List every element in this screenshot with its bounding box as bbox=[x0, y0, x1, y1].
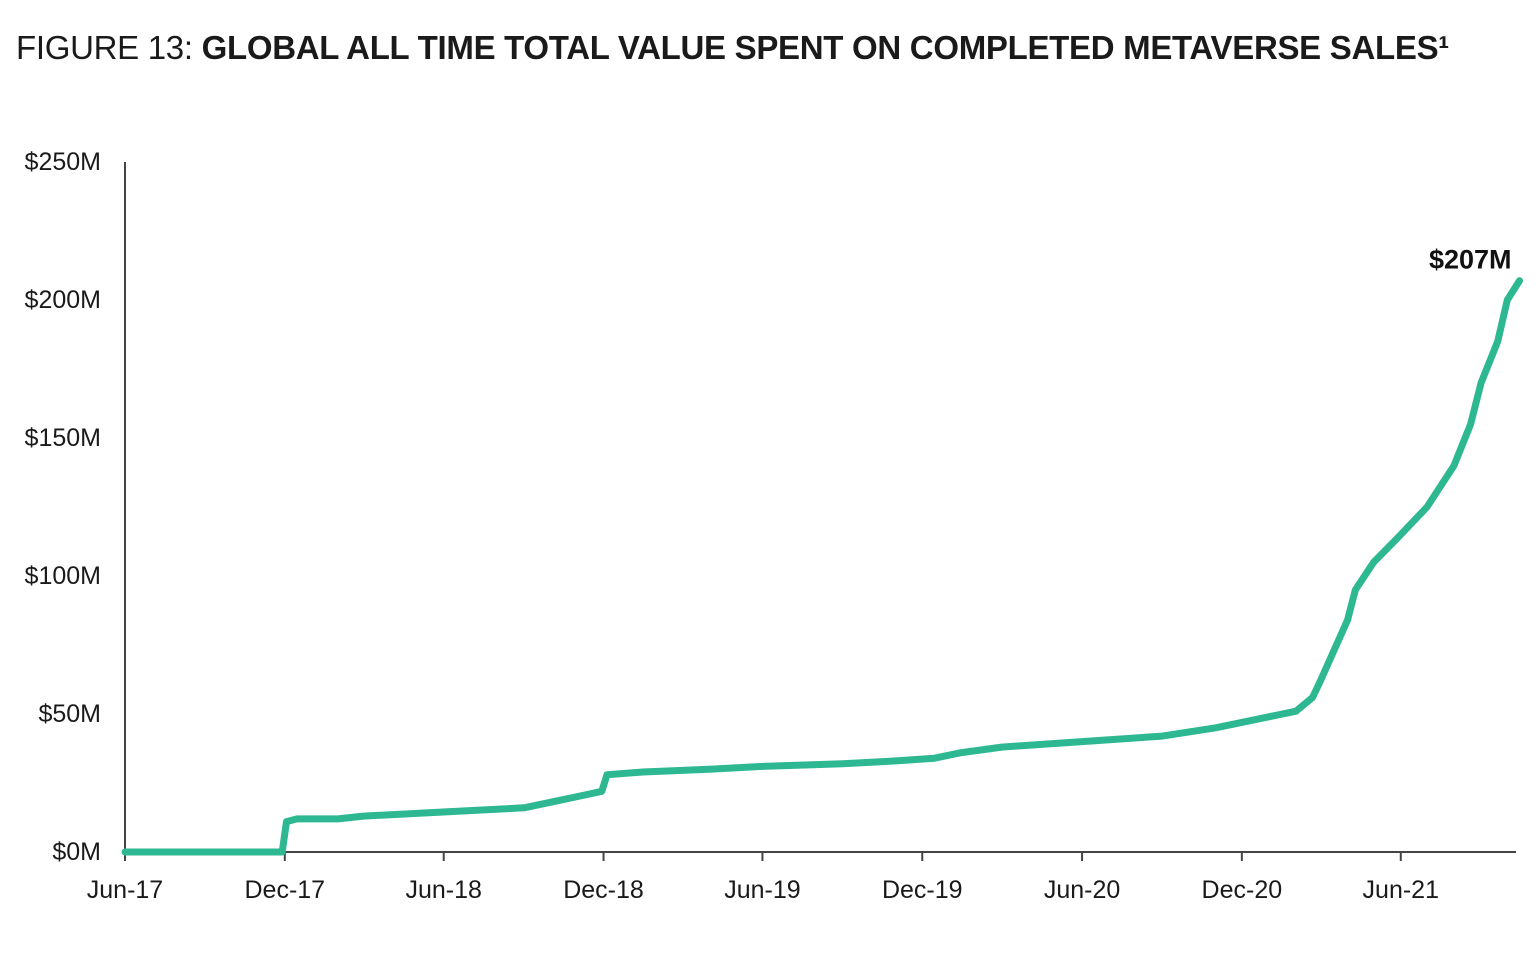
x-tick-label: Jun-17 bbox=[87, 876, 163, 904]
x-tick-label: Jun-20 bbox=[1044, 876, 1120, 904]
x-tick-label: Dec-17 bbox=[245, 876, 326, 904]
x-tick-label: Dec-19 bbox=[882, 876, 963, 904]
y-tick-label: $100M bbox=[25, 562, 101, 590]
figure-number: FIGURE 13: bbox=[16, 29, 202, 66]
y-axis: $0M $50M $100M $150M $200M $250M bbox=[25, 148, 126, 866]
figure-heading: GLOBAL ALL TIME TOTAL VALUE SPENT ON COM… bbox=[201, 29, 1450, 66]
x-tick-label: Dec-20 bbox=[1202, 876, 1283, 904]
x-tick-label: Jun-18 bbox=[406, 876, 482, 904]
annotation-layer: $207M bbox=[1429, 245, 1512, 275]
y-tick-label: $250M bbox=[25, 148, 101, 176]
x-tick-label: Jun-21 bbox=[1363, 876, 1439, 904]
y-tick-label: $50M bbox=[38, 700, 101, 728]
y-tick-label: $150M bbox=[25, 424, 101, 452]
series-line bbox=[121, 277, 1523, 856]
series-layer bbox=[121, 277, 1523, 856]
x-tick-label: Dec-18 bbox=[563, 876, 644, 904]
y-tick-label: $0M bbox=[52, 838, 101, 866]
figure-title: FIGURE 13: GLOBAL ALL TIME TOTAL VALUE S… bbox=[16, 28, 1449, 68]
y-tick-label: $200M bbox=[25, 286, 101, 314]
x-tick-label: Jun-19 bbox=[724, 876, 800, 904]
x-axis: Jun-17 Dec-17 Jun-18 Dec-18 Jun-19 Dec-19 Jun-… bbox=[87, 851, 1516, 904]
data-label-final-value: $207M bbox=[1429, 245, 1512, 275]
